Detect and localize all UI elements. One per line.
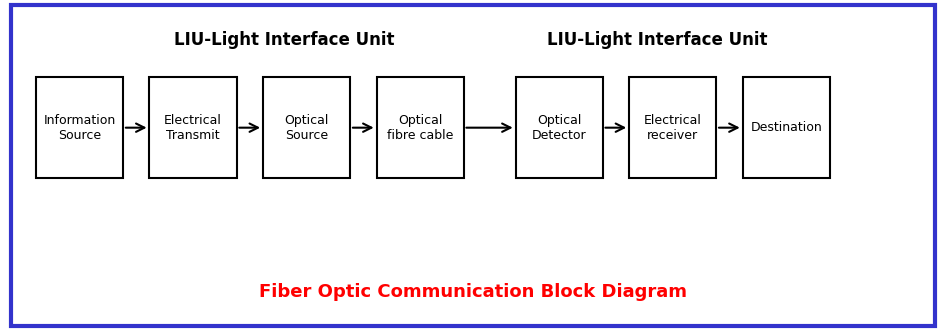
Bar: [149, 77, 236, 178]
Text: Electrical
receiver: Electrical receiver: [643, 114, 702, 142]
Text: Information
Source: Information Source: [44, 114, 115, 142]
Bar: [743, 77, 830, 178]
Text: Optical
Source: Optical Source: [285, 114, 328, 142]
Bar: [377, 77, 464, 178]
Text: Optical
Detector: Optical Detector: [532, 114, 587, 142]
Text: Optical
fibre cable: Optical fibre cable: [387, 114, 453, 142]
Bar: [629, 77, 716, 178]
Bar: [516, 77, 603, 178]
Bar: [36, 77, 123, 178]
Text: Destination: Destination: [750, 121, 822, 134]
Text: Electrical
Transmit: Electrical Transmit: [164, 114, 222, 142]
Text: LIU-Light Interface Unit: LIU-Light Interface Unit: [173, 31, 394, 49]
Text: LIU-Light Interface Unit: LIU-Light Interface Unit: [547, 31, 768, 49]
Text: Fiber Optic Communication Block Diagram: Fiber Optic Communication Block Diagram: [259, 283, 687, 301]
Bar: [263, 77, 350, 178]
